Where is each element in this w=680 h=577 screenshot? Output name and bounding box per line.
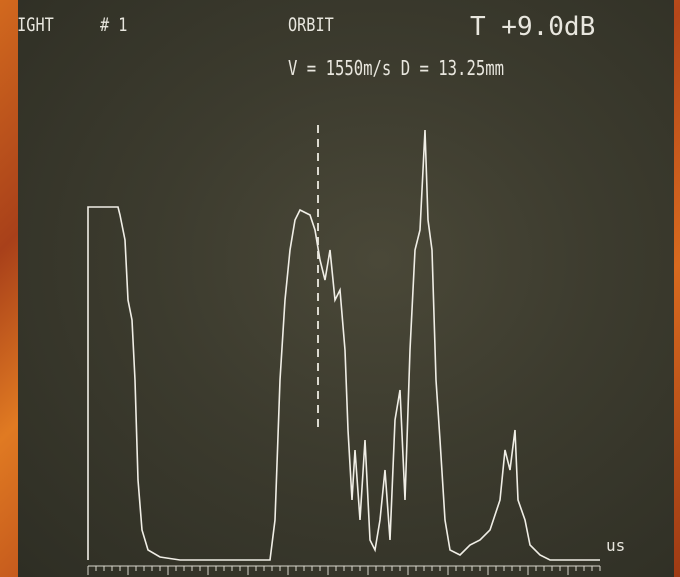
unit-label: us xyxy=(606,536,626,555)
scope-screen: RIGHT # 1 ORBIT T +9.0dB V = 1550m/s D =… xyxy=(18,0,674,577)
probe-label: # 1 xyxy=(100,14,128,36)
channel-label: RIGHT xyxy=(18,14,54,36)
time-ruler xyxy=(87,565,601,575)
a-scan-trace xyxy=(87,129,600,561)
trace-area xyxy=(87,125,601,575)
mode-label: ORBIT xyxy=(288,14,334,36)
gain-label: T +9.0dB xyxy=(470,12,596,42)
settings-label: V = 1550m/s D = 13.25mm xyxy=(288,56,505,80)
